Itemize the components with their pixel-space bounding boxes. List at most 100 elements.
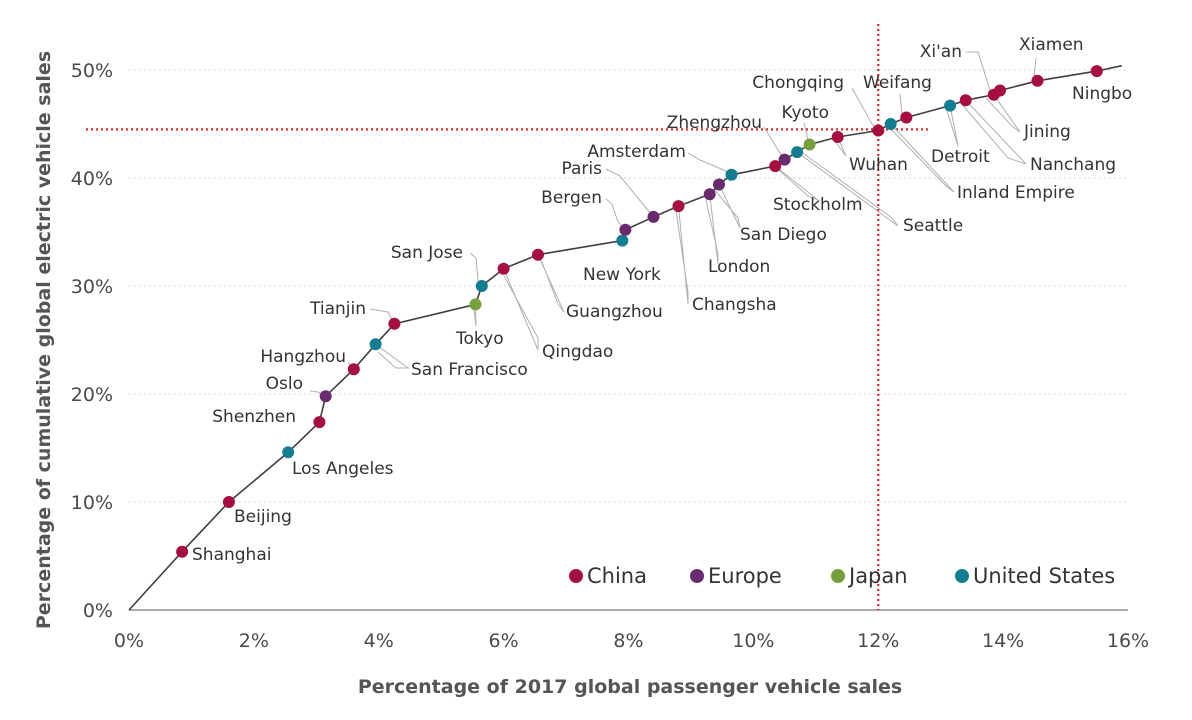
- city-point: [282, 446, 295, 459]
- city-point: [713, 178, 725, 191]
- label-leader: [605, 168, 654, 218]
- city-point: [778, 153, 791, 166]
- label-leader: [503, 268, 539, 351]
- legend-marker: [831, 569, 845, 583]
- label-leader: [833, 136, 847, 157]
- y-tick-label: 30%: [71, 276, 113, 298]
- city-label: New York: [583, 265, 661, 285]
- x-axis-title: Percentage of 2017 global passenger vehi…: [358, 676, 902, 698]
- gridlines: [129, 69, 1128, 503]
- city-point: [831, 131, 844, 143]
- x-tick-label: 12%: [857, 630, 899, 652]
- city-label: London: [708, 257, 770, 277]
- city-point: [619, 223, 632, 236]
- label-leader: [473, 304, 477, 327]
- label-leader: [959, 99, 1027, 165]
- x-tick-label: 14%: [982, 630, 1024, 652]
- legend-label: China: [587, 564, 647, 588]
- city-label: Los Angeles: [292, 459, 394, 479]
- city-label: Detroit: [931, 147, 990, 167]
- city-labels: Shanghai Beijing Los Angeles Shenzhen Oslo Ha…: [192, 35, 1132, 565]
- y-tick-label: 0%: [83, 600, 113, 622]
- label-leader: [705, 194, 719, 265]
- label-leader: [675, 206, 689, 305]
- y-tick-label: 10%: [71, 492, 113, 514]
- city-point: [647, 210, 660, 223]
- city-point: [176, 545, 189, 558]
- city-label: Bergen: [541, 188, 602, 208]
- city-label: Seattle: [903, 216, 963, 236]
- city-label: Ningbo: [1072, 84, 1132, 104]
- label-leader: [887, 123, 955, 193]
- x-tick-label: 0%: [114, 630, 144, 652]
- x-tick-label: 16%: [1107, 630, 1149, 652]
- city-point: [944, 99, 957, 112]
- city-point: [222, 496, 235, 508]
- city-point: [319, 390, 332, 403]
- city-point: [884, 118, 897, 130]
- city-label: Qingdao: [542, 342, 613, 362]
- city-point: [497, 262, 510, 275]
- city-label: Tokyo: [455, 329, 504, 349]
- city-point: [803, 138, 816, 151]
- city-label: San Jose: [391, 243, 463, 263]
- y-tick-label: 20%: [71, 384, 113, 406]
- city-point: [532, 248, 544, 261]
- label-leader: [945, 105, 959, 147]
- legend-label: Europe: [708, 564, 782, 588]
- x-tick-label: 10%: [732, 630, 774, 652]
- city-point: [872, 124, 885, 137]
- city-point: [1031, 74, 1044, 87]
- y-tick-label: 50%: [71, 60, 113, 82]
- city-label: Jining: [1023, 122, 1071, 142]
- city-label: Guangzhou: [566, 302, 663, 322]
- legend-marker: [569, 569, 583, 583]
- label-leader: [375, 343, 410, 369]
- city-label: Chongqing: [752, 73, 844, 93]
- city-label: Stockholm: [773, 195, 863, 215]
- city-label: Shanghai: [192, 545, 271, 565]
- city-point: [791, 146, 804, 159]
- city-point: [469, 298, 482, 311]
- axes: 0% 10% 20% 30% 40% 50% 0% 2% 4% 6% 8% 10% 12% 14% 16%: [71, 60, 1149, 652]
- city-label: Beijing: [234, 507, 292, 527]
- city-point: [769, 160, 782, 173]
- label-leader: [687, 152, 732, 176]
- label-leader: [966, 51, 1001, 92]
- legend: China Europe Japan United States: [569, 564, 1115, 588]
- city-point: [347, 363, 360, 376]
- city-label: Nanchang: [1030, 155, 1116, 175]
- city-label: Shenzhen: [212, 407, 296, 427]
- city-label: Tianjin: [309, 299, 366, 319]
- city-label: Amsterdam: [587, 142, 686, 162]
- x-tick-label: 8%: [613, 630, 643, 652]
- legend-marker: [955, 569, 969, 583]
- legend-label: Japan: [847, 564, 908, 588]
- city-point: [900, 111, 913, 124]
- city-point: [616, 234, 629, 247]
- city-label: Xi'an: [920, 42, 962, 62]
- city-label: Wuhan: [849, 155, 908, 175]
- city-point: [672, 200, 685, 213]
- city-label: Kyoto: [782, 103, 829, 123]
- label-leader: [713, 184, 741, 229]
- city-label: Weifang: [863, 73, 932, 93]
- city-point: [959, 94, 972, 107]
- city-point: [703, 188, 716, 201]
- legend-marker: [690, 569, 704, 583]
- legend-label: United States: [973, 564, 1115, 588]
- label-leader-lines: [309, 51, 1038, 397]
- label-leader: [795, 147, 899, 227]
- city-point: [388, 317, 401, 330]
- city-label: San Francisco: [411, 360, 528, 380]
- city-label: Changsha: [692, 295, 777, 315]
- x-tick-label: 4%: [364, 630, 394, 652]
- x-tick-label: 6%: [489, 630, 519, 652]
- city-label: Inland Empire: [957, 183, 1075, 203]
- city-label: Hangzhou: [260, 347, 346, 367]
- city-point: [475, 280, 488, 292]
- reference-lines: [86, 24, 930, 610]
- city-label: Xiamen: [1019, 35, 1084, 55]
- city-point: [994, 84, 1006, 97]
